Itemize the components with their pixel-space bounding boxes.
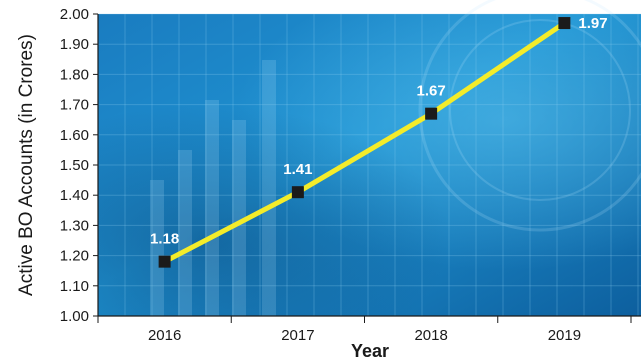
x-tick-label: 2017	[281, 327, 314, 344]
y-tick-label: 1.20	[60, 248, 89, 265]
data-point-marker	[558, 17, 571, 30]
y-tick-label: 1.60	[60, 127, 89, 144]
y-tick-label: 2.00	[60, 6, 89, 23]
plot-area	[97, 0, 641, 317]
x-tick-label: 2019	[548, 327, 581, 344]
decor-circle	[449, 19, 631, 201]
series-line	[163, 20, 566, 264]
data-label: 1.67	[417, 83, 446, 100]
background-decoration	[150, 0, 641, 316]
data-point-marker	[291, 186, 304, 199]
data-point-marker	[158, 255, 171, 268]
y-tick-label: 1.50	[60, 157, 89, 174]
decor-bar	[150, 180, 164, 316]
y-tick-label: 1.90	[60, 36, 89, 53]
x-axis-title: Year	[351, 341, 389, 361]
data-labels: 1.18 1.41 1.67 1.97	[150, 15, 608, 248]
y-axis-ticks: 1.00 1.10 1.20 1.30 1.40 1.50 1.60 1.70 1.80 1.90…	[60, 6, 98, 325]
y-tick-label: 1.00	[60, 308, 89, 325]
y-tick-label: 1.80	[60, 66, 89, 83]
decor-bar	[205, 100, 219, 316]
decor-bar	[178, 150, 192, 316]
data-point-marker	[425, 107, 438, 120]
y-tick-label: 1.70	[60, 97, 89, 114]
data-label: 1.18	[150, 231, 179, 248]
x-tick-label: 2018	[414, 327, 447, 344]
x-axis-ticks: 2016 2017 2018 2019	[97, 316, 632, 344]
data-label: 1.97	[578, 15, 607, 32]
series-points	[158, 17, 571, 268]
series-line-path	[163, 20, 566, 264]
data-label: 1.41	[283, 161, 312, 178]
y-tick-label: 1.10	[60, 278, 89, 295]
decor-bar	[262, 60, 276, 316]
y-tick-label: 1.30	[60, 217, 89, 234]
y-tick-label: 1.40	[60, 187, 89, 204]
background-shade	[98, 14, 641, 316]
y-axis-title: Active BO Accounts (in Crores)	[16, 34, 37, 296]
x-tick-label: 2016	[148, 327, 181, 344]
decor-circle	[418, 0, 641, 232]
decor-bar	[232, 120, 246, 316]
